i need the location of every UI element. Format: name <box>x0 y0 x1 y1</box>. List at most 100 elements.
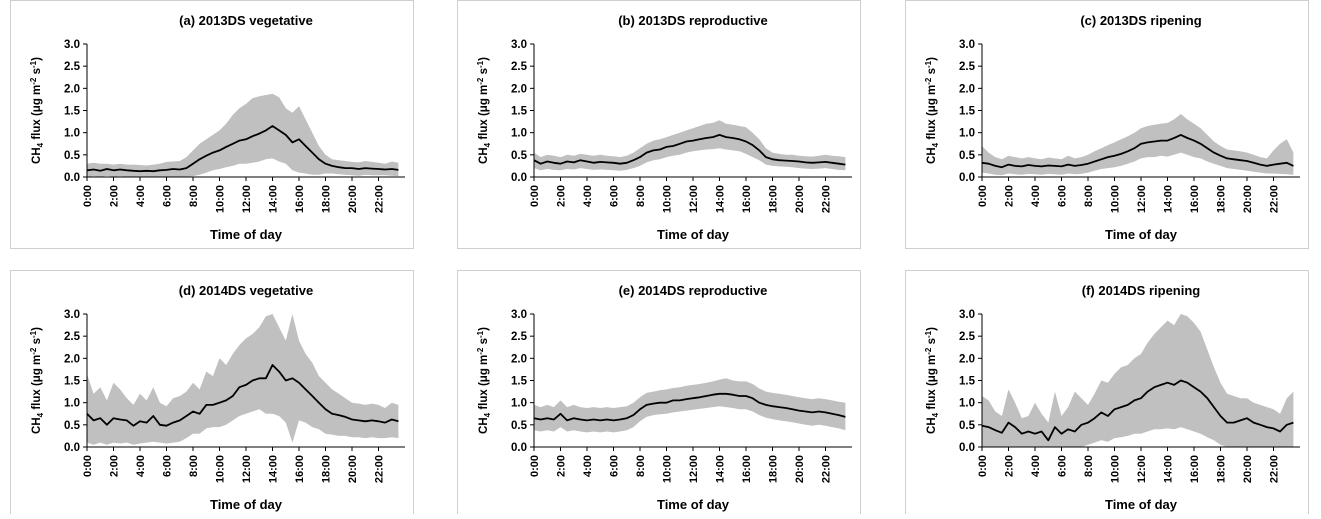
y-axis-label-part: flux (μg m <box>31 355 43 413</box>
y-axis-label-part: flux (μg m <box>478 355 490 413</box>
x-tick-label: 10:00 <box>662 455 674 483</box>
x-tick-label: 16:00 <box>1189 185 1201 213</box>
x-tick-label: 4:00 <box>582 455 594 477</box>
x-tick-label: 14:00 <box>1163 185 1175 213</box>
chart-panel: (c) 2013DS ripening 0.0 0.5 1.0 1.5 2.0 2.5 3.0… <box>905 0 1309 249</box>
y-axis-label-part: ) <box>926 57 938 61</box>
chart-title: (e) 2014DS reproductive <box>619 283 768 298</box>
range-band <box>534 378 846 433</box>
y-tick-label: 1.0 <box>64 128 80 140</box>
y-tick-label: 0.0 <box>511 172 527 184</box>
x-tick-label: 4:00 <box>1030 185 1042 207</box>
y-tick-label: 1.5 <box>959 376 976 388</box>
x-tick-label: 22:00 <box>821 455 833 483</box>
y-axis-label-part: 4 <box>483 412 492 417</box>
x-tick-label: 10:00 <box>1110 185 1122 213</box>
x-tick-label: 18:00 <box>1216 185 1228 213</box>
y-axis-label-part: -1 <box>476 60 485 68</box>
y-tick-label: 3.0 <box>959 309 975 321</box>
y-axis-label-part: flux (μg m <box>926 355 938 413</box>
y-tick-label: 2.5 <box>64 61 81 73</box>
x-tick-label: 2:00 <box>556 455 568 477</box>
y-tick-label: 2.0 <box>511 353 527 365</box>
x-tick-label: 4:00 <box>135 185 147 207</box>
x-axis-label: Time of day <box>657 227 730 242</box>
x-tick-label: 16:00 <box>294 455 306 483</box>
chart-title: (f) 2014DS ripening <box>1082 283 1201 298</box>
y-axis-label-part: -1 <box>29 330 38 338</box>
y-axis-label-part: -1 <box>924 60 933 68</box>
x-tick-label: 10:00 <box>215 185 227 213</box>
x-tick-label: 22:00 <box>374 185 386 213</box>
panel-frame <box>905 0 1309 249</box>
y-axis-label-part: CH <box>478 417 490 434</box>
x-tick-label: 16:00 <box>741 185 753 213</box>
y-tick-label: 2.0 <box>959 353 975 365</box>
y-axis-label-part: 4 <box>36 142 45 147</box>
y-tick-label: 0.5 <box>959 150 976 162</box>
y-tick-label: 1.5 <box>511 106 528 118</box>
x-tick-label: 22:00 <box>1269 185 1281 213</box>
y-tick-label: 1.0 <box>511 128 527 140</box>
y-tick-label: 2.0 <box>511 83 527 95</box>
x-tick-label: 22:00 <box>1269 455 1281 483</box>
x-tick-label: 2:00 <box>1004 455 1016 477</box>
x-tick-label: 8:00 <box>1083 185 1095 207</box>
y-axis-label-part: 4 <box>483 142 492 147</box>
x-tick-label: 6:00 <box>1057 455 1069 477</box>
x-tick-label: 14:00 <box>268 185 280 213</box>
y-axis-label-part: CH <box>926 147 938 164</box>
y-axis-label-part: flux (μg m <box>31 85 43 143</box>
y-tick-label: 2.0 <box>959 83 975 95</box>
y-axis-label-part: 4 <box>931 142 940 147</box>
y-tick-label: 0.0 <box>64 442 80 454</box>
y-axis-label-part: CH <box>31 147 43 164</box>
x-tick-label: 20:00 <box>794 185 806 213</box>
panel-frame <box>457 0 861 249</box>
mean-line <box>86 364 399 427</box>
chart-title: (a) 2013DS vegetative <box>179 13 313 28</box>
y-axis-label: CH4 flux (μg m-2 s-1) <box>476 57 492 164</box>
y-axis-label-part: -2 <box>476 77 485 85</box>
y-axis-label: CH4 flux (μg m-2 s-1) <box>29 57 45 164</box>
x-tick-label: 2:00 <box>1004 185 1016 207</box>
y-axis-label-part: -2 <box>29 347 38 355</box>
y-tick-label: 1.5 <box>64 106 81 118</box>
x-tick-label: 10:00 <box>1110 455 1122 483</box>
x-tick-label: 6:00 <box>609 185 621 207</box>
y-tick-label: 2.5 <box>959 61 976 73</box>
y-tick-label: 0.0 <box>64 172 80 184</box>
x-tick-label: 14:00 <box>268 455 280 483</box>
y-axis-label-part: s <box>926 68 938 78</box>
x-tick-label: 12:00 <box>1136 185 1148 213</box>
x-tick-label: 14:00 <box>1163 455 1175 483</box>
mean-line <box>533 133 846 166</box>
x-tick-label: 6:00 <box>162 455 174 477</box>
y-tick-label: 2.0 <box>64 353 80 365</box>
y-axis-label-part: CH <box>926 417 938 434</box>
x-tick-label: 8:00 <box>188 455 200 477</box>
range-band <box>982 314 1294 447</box>
x-tick-label: 12:00 <box>688 185 700 213</box>
y-tick-label: 3.0 <box>64 309 80 321</box>
range-band <box>87 314 399 445</box>
y-tick-label: 3.0 <box>511 39 527 51</box>
y-axis-label-part: ) <box>478 57 490 61</box>
y-tick-label: 2.5 <box>959 331 976 343</box>
y-axis-label-part: -1 <box>924 330 933 338</box>
y-tick-label: 0.5 <box>64 150 81 162</box>
y-tick-label: 2.5 <box>511 331 528 343</box>
x-tick-label: 20:00 <box>1242 455 1254 483</box>
y-axis-label-part: ) <box>31 327 43 331</box>
y-axis-label-part: CH <box>31 417 43 434</box>
x-tick-label: 18:00 <box>768 455 780 483</box>
x-tick-label: 8:00 <box>188 185 200 207</box>
x-tick-label: 6:00 <box>162 185 174 207</box>
x-tick-label: 12:00 <box>241 455 253 483</box>
mean-line <box>981 379 1294 442</box>
range-band <box>982 114 1294 176</box>
y-tick-label: 0.5 <box>511 150 528 162</box>
y-tick-label: 1.5 <box>511 376 528 388</box>
y-tick-label: 2.0 <box>64 83 80 95</box>
